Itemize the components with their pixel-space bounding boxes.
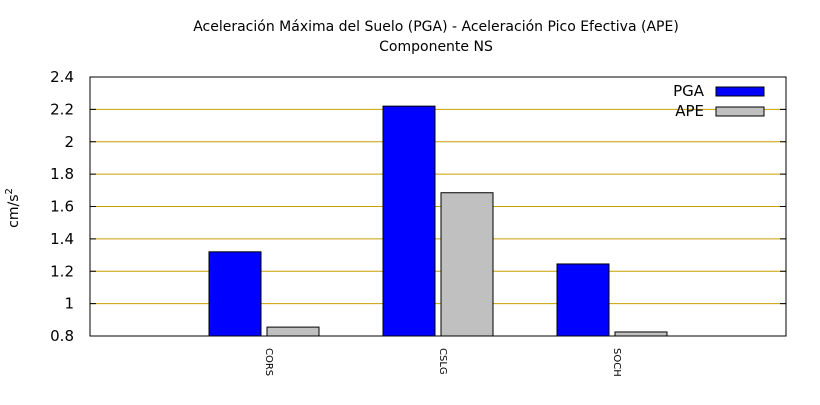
y-tick-label: 2: [64, 133, 74, 151]
y-tick-label: 2.4: [50, 68, 74, 86]
chart-subtitle: Componente NS: [379, 39, 493, 55]
y-axis-label-unit: cm/s: [6, 195, 22, 228]
y-tick-label: 1.4: [50, 230, 74, 248]
y-tick-label: 1.6: [50, 198, 74, 216]
x-tick-label: SOCH: [611, 348, 622, 377]
bars: [208, 105, 668, 337]
x-tick-label: CORS: [263, 348, 274, 376]
bar-pga-cors: [208, 251, 262, 337]
x-tick-label: CSLG: [437, 348, 448, 375]
plot-frame: [89, 76, 787, 337]
bar-pga-cslg: [382, 105, 436, 337]
bar-ape-soch: [614, 331, 668, 337]
grid-lines: [90, 108, 786, 305]
legend: PGA APE: [673, 82, 765, 120]
legend-label: PGA: [673, 82, 705, 100]
y-tick-label: 1.8: [50, 165, 74, 183]
axes: 0.8 1 1.2 1.4 1.6 1.8 2 2.2 2.4 CORS CSLG SOCH: [50, 68, 787, 377]
bar-ape-cslg: [440, 192, 494, 337]
y-axis-label-exponent: 2: [4, 188, 15, 194]
y-tick-label: 0.8: [50, 327, 74, 345]
bar-ape-cors: [266, 326, 320, 337]
bar-pga-soch: [556, 263, 610, 337]
legend-label: APE: [675, 102, 704, 120]
y-tick-label: 1.2: [50, 262, 74, 280]
chart-title: Aceleración Máxima del Suelo (PGA) - Ace…: [193, 19, 679, 35]
y-tick-label: 2.2: [50, 100, 74, 118]
legend-swatch-pga: [715, 86, 765, 97]
y-tick-label: 1: [64, 295, 74, 313]
legend-swatch-ape: [715, 106, 765, 117]
y-axis-label: cm/s2: [4, 188, 22, 228]
